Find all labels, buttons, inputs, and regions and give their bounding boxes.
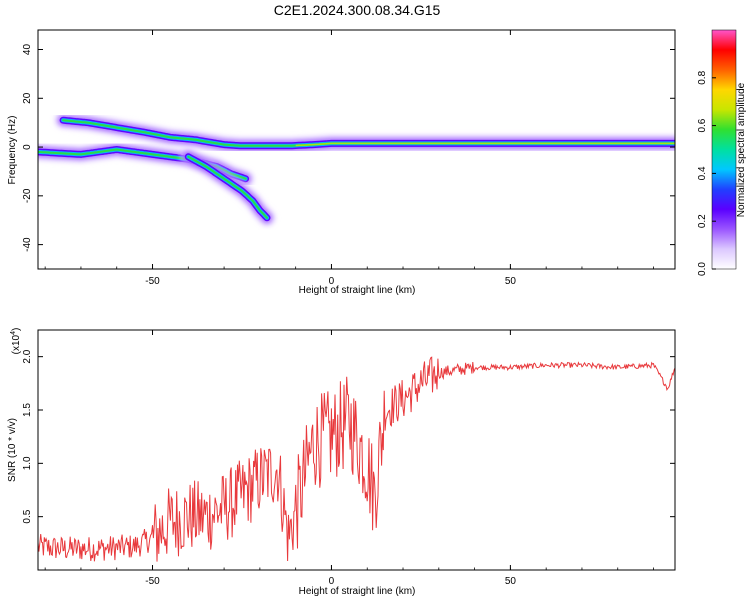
snr-frame — [37, 329, 676, 571]
snr-background — [38, 330, 675, 570]
colorbar-tick-label-4: 0.8 — [697, 70, 708, 84]
heatmap-y-tick-label-4: 40 — [22, 44, 33, 56]
heatmap-y-tick-label-0: -40 — [22, 237, 33, 252]
figure-title: C2E1.2024.300.08.34.G15 — [274, 2, 441, 18]
heatmap-y-tick-label-1: -20 — [22, 188, 33, 203]
snr-y-tick-label-2: 1.5 — [22, 403, 33, 417]
heatmap-ridge-core — [295, 142, 675, 147]
snr-y-tick-label-3: 2.0 — [22, 349, 33, 363]
snr-scale-exponent: 4 — [10, 331, 17, 335]
colorbar-tick-label-0: 0.0 — [697, 262, 708, 276]
snr-x-tick-label-0: -50 — [145, 576, 160, 587]
snr-series-line — [38, 356, 675, 562]
heatmap-ridges — [38, 111, 675, 227]
snr-scale-close: ) — [11, 328, 22, 331]
heatmap-panel: -50 0 50 -40 -20 0 20 40 Height of straight li… — [7, 29, 676, 296]
heatmap-x-axis-label: Height of straight line (km) — [299, 285, 416, 296]
colorbar-ticks: 0.0 0.2 0.4 0.6 0.8 — [697, 70, 716, 276]
heatmap-ridge-2-layer-4 — [187, 155, 268, 219]
heatmap-x-tick-label-0: -50 — [145, 276, 160, 287]
colorbar-label: Normalized spectral amplitude — [736, 82, 747, 217]
heatmap-x-tick-label-2: 50 — [505, 276, 517, 287]
snr-scale-text: (x10 — [11, 334, 22, 354]
heatmap-frame — [37, 29, 676, 270]
snr-y-tick-label-0: 0.5 — [22, 509, 33, 523]
snr-x-axis-label: Height of straight line (km) — [299, 586, 416, 597]
snr-x-tick-label-1: 0 — [329, 576, 335, 587]
colorbar-tick-label-3: 0.6 — [697, 118, 708, 132]
svg-text:(x104): (x104) — [10, 328, 22, 355]
snr-panel: -50 0 50 0.5 1.0 1.5 2.0 Height of straight l… — [7, 328, 676, 597]
heatmap-y-tick-label-2: 0 — [22, 144, 33, 150]
snr-scale-factor: (x104) — [10, 328, 22, 355]
heatmap-y-tick-label-3: 20 — [22, 92, 33, 104]
colorbar-tick-label-1: 0.2 — [697, 214, 708, 228]
colorbar-gradient — [712, 30, 736, 269]
heatmap-x-ticks: -50 0 50 — [44, 30, 654, 287]
snr-y-ticks: 0.5 1.0 1.5 2.0 — [22, 349, 675, 524]
snr-x-tick-label-2: 50 — [505, 576, 517, 587]
snr-y-tick-label-1: 1.0 — [22, 456, 33, 470]
heatmap-x-tick-label-1: 0 — [329, 276, 335, 287]
heatmap-y-axis-label: Frequency (Hz) — [7, 116, 18, 185]
snr-y-axis-label: SNR (10 * v/v) — [7, 418, 18, 482]
colorbar-frame — [711, 29, 737, 270]
colorbar: 0.0 0.2 0.4 0.6 0.8 Normalized spectral ampl… — [697, 29, 747, 276]
colorbar-tick-label-2: 0.4 — [697, 166, 708, 180]
snr-x-ticks: -50 0 50 — [44, 330, 654, 587]
heatmap-y-ticks: -40 -20 0 20 40 — [22, 44, 675, 252]
